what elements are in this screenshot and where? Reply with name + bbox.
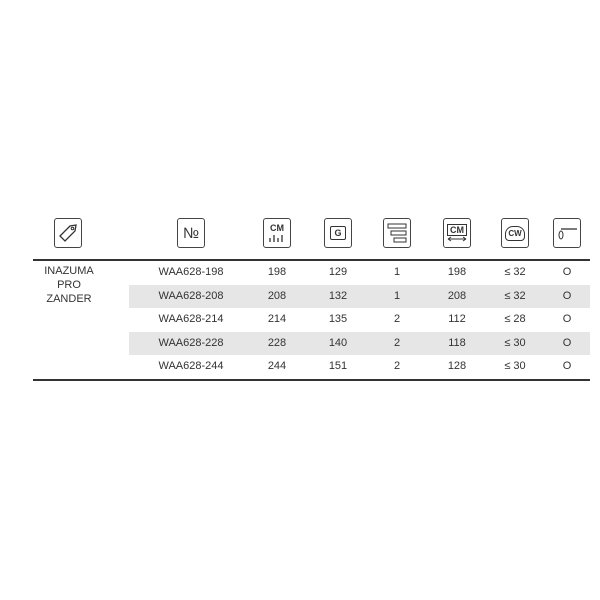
cell-sections: 1 bbox=[393, 289, 401, 302]
cell-length: 228 bbox=[267, 336, 287, 349]
table-row: WAA628-198 198 129 1 198 ≤ 32 O bbox=[0, 261, 600, 284]
cell-transport: 208 bbox=[447, 289, 467, 302]
sections-icon bbox=[383, 218, 411, 248]
cell-transport: 198 bbox=[447, 266, 467, 278]
cell-length: 244 bbox=[267, 360, 287, 373]
length-icon: CM bbox=[263, 218, 291, 248]
cell-transport: 112 bbox=[448, 313, 466, 326]
cell-weight: 151 bbox=[328, 360, 348, 373]
weight-icon-label: G bbox=[330, 226, 346, 240]
cell-mark: O bbox=[562, 289, 572, 302]
casting-weight-icon: CW bbox=[501, 218, 529, 248]
cell-sections: 2 bbox=[393, 360, 401, 373]
cell-code: WAA628-198 bbox=[158, 266, 224, 278]
table-row: WAA628-214 214 135 2 112 ≤ 28 O bbox=[0, 308, 600, 331]
cell-weight: 135 bbox=[328, 313, 348, 326]
transport-icon-label: CM bbox=[447, 224, 467, 236]
transport-length-icon: CM bbox=[443, 218, 471, 248]
table-row: WAA628-228 228 140 2 118 ≤ 30 O bbox=[0, 331, 600, 355]
cell-cw: ≤ 30 bbox=[504, 336, 526, 349]
cell-mark: O bbox=[562, 266, 572, 278]
cell-weight: 132 bbox=[328, 289, 348, 302]
table-row: WAA628-208 208 132 1 208 ≤ 32 O bbox=[0, 284, 600, 308]
cell-mark: O bbox=[562, 336, 572, 349]
model-name: INAZUMA PRO ZANDER bbox=[44, 265, 94, 305]
cell-cw: ≤ 32 bbox=[504, 266, 526, 278]
cell-code: WAA628-214 bbox=[158, 313, 224, 326]
cell-length: 214 bbox=[267, 313, 287, 326]
line-guide-icon bbox=[553, 218, 581, 248]
cell-cw: ≤ 32 bbox=[504, 289, 526, 302]
cell-code: WAA628-208 bbox=[158, 289, 224, 302]
cell-weight: 129 bbox=[328, 266, 348, 278]
cell-sections: 2 bbox=[393, 313, 401, 326]
cell-sections: 1 bbox=[393, 266, 401, 278]
table-bottom-border bbox=[33, 379, 590, 381]
cell-cw: ≤ 28 bbox=[504, 313, 526, 326]
cell-transport: 128 bbox=[447, 360, 467, 373]
cell-code: WAA628-244 bbox=[158, 360, 224, 373]
cw-icon-label: CW bbox=[505, 225, 525, 241]
cell-cw: ≤ 30 bbox=[504, 360, 526, 373]
table-top-border bbox=[33, 259, 590, 261]
tag-icon bbox=[54, 218, 82, 248]
cell-mark: O bbox=[562, 313, 572, 326]
cell-transport: 118 bbox=[448, 336, 466, 349]
table-row: WAA628-244 244 151 2 128 ≤ 30 O bbox=[0, 355, 600, 378]
number-icon: № bbox=[177, 218, 205, 248]
weight-icon: G bbox=[324, 218, 352, 248]
cell-weight: 140 bbox=[328, 336, 348, 349]
length-icon-label: CM bbox=[270, 223, 284, 233]
cell-sections: 2 bbox=[393, 336, 401, 349]
cell-length: 208 bbox=[267, 289, 287, 302]
cell-mark: O bbox=[562, 360, 572, 373]
cell-code: WAA628-228 bbox=[158, 336, 224, 349]
cell-length: 198 bbox=[267, 266, 287, 278]
